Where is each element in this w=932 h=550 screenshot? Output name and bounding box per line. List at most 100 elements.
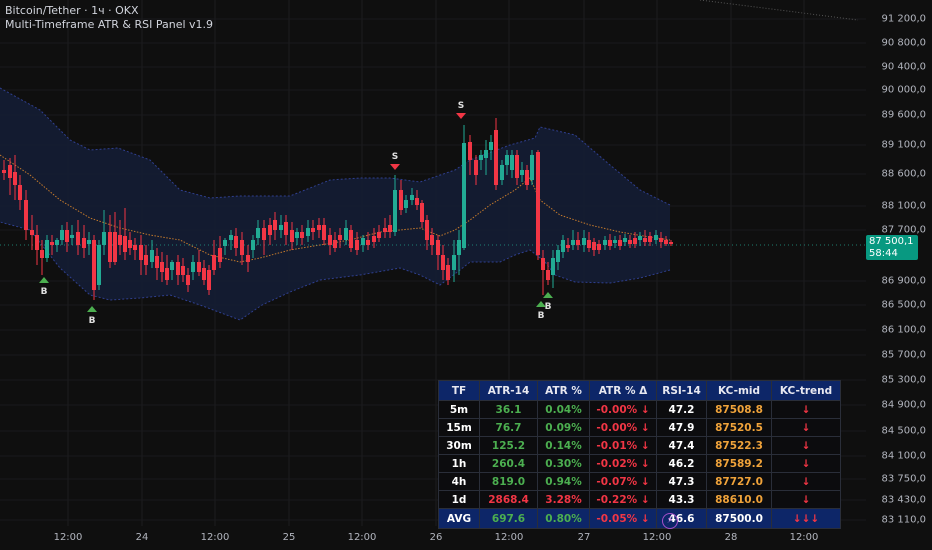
cell-atr-delta: -0.22% ↓ [589, 490, 657, 509]
lightning-icon[interactable]: ⚡ [662, 513, 678, 529]
price-tick: 84 500,0 [881, 425, 926, 437]
svg-text:S: S [458, 101, 464, 111]
cell-tf: 1d [438, 490, 480, 509]
price-tick: 84 100,0 [881, 450, 926, 462]
svg-text:B: B [41, 287, 48, 297]
time-tick: 12:00 [494, 532, 524, 543]
price-tick: 87 700,0 [881, 224, 926, 236]
price-axis[interactable]: 91 200,0 90 800,0 90 400,0 90 000,0 89 600,0… [866, 0, 932, 526]
cell-atr-pct: 0.14% [537, 436, 590, 455]
time-tick: 28 [724, 532, 738, 543]
atr-rsi-panel: TF ATR-14 ATR % ATR % Δ RSI-14 KC-mid KC… [438, 380, 841, 529]
header-rsi: RSI-14 [656, 380, 707, 401]
cell-atr-delta: -0.02% ↓ [589, 454, 657, 473]
price-tick: 89 600,0 [881, 109, 926, 121]
table-row: 1d 2868.4 3.28% -0.22% ↓ 43.3 88610.0 ↓ [438, 490, 841, 509]
cell-atr: 2868.4 [479, 490, 538, 509]
table-row: 1h 260.4 0.30% -0.02% ↓ 46.2 87589.2 ↓ [438, 454, 841, 473]
price-tick: 83 110,0 [881, 514, 926, 526]
cell-atr: 260.4 [479, 454, 538, 473]
cell-atr: 36.1 [479, 400, 538, 419]
cell-atr-pct: 0.04% [537, 400, 590, 419]
time-tick: 12:00 [200, 532, 230, 543]
table-row: 30m 125.2 0.14% -0.01% ↓ 47.4 87522.3 ↓ [438, 436, 841, 455]
price-tick: 89 100,0 [881, 139, 926, 151]
symbol-title[interactable]: Bitcoin/Tether · 1ч · OKX [5, 4, 139, 17]
cell-tf: 5m [438, 400, 480, 419]
table-row: 15m 76.7 0.09% -0.00% ↓ 47.9 87520.5 ↓ [438, 418, 841, 437]
price-tick: 85 300,0 [881, 374, 926, 386]
header-tf: TF [438, 380, 480, 401]
time-tick: 24 [135, 532, 149, 543]
cell-atr: 125.2 [479, 436, 538, 455]
time-tick: 12:00 [642, 532, 672, 543]
cell-tf: 1h [438, 454, 480, 473]
cell-atr-delta: -0.00% ↓ [589, 418, 657, 437]
price-tick: 86 100,0 [881, 324, 926, 336]
cell-tf: 4h [438, 472, 480, 491]
current-price-tag: 87 500,1 58:44 [866, 235, 918, 260]
time-tick: 12:00 [53, 532, 83, 543]
cell-kc-trend: ↓ [771, 454, 841, 473]
panel-header-row: TF ATR-14 ATR % ATR % Δ RSI-14 KC-mid KC… [438, 380, 841, 401]
cell-rsi: 43.3 [656, 490, 707, 509]
price-tick: 90 000,0 [881, 84, 926, 96]
time-tick: 27 [577, 532, 591, 543]
cell-kc-mid: 87520.5 [706, 418, 772, 437]
cell-kc-mid: 87500.0 [706, 508, 772, 529]
header-atr-delta: ATR % Δ [589, 380, 657, 401]
time-tick: 12:00 [347, 532, 377, 543]
cell-kc-mid: 87522.3 [706, 436, 772, 455]
price-tick: 84 900,0 [881, 399, 926, 411]
svg-text:S: S [392, 152, 398, 162]
price-tick: 86 500,0 [881, 299, 926, 311]
time-tick: 26 [429, 532, 443, 543]
cell-kc-trend: ↓↓↓ [771, 508, 841, 529]
cell-kc-trend: ↓ [771, 472, 841, 491]
price-tick: 90 400,0 [881, 61, 926, 73]
indicator-title[interactable]: Multi-Timeframe ATR & RSI Panel v1.9 [5, 18, 214, 31]
cell-atr: 697.6 [479, 508, 538, 529]
cell-kc-trend: ↓ [771, 418, 841, 437]
cell-rsi: 47.9 [656, 418, 707, 437]
svg-text:B: B [545, 302, 552, 312]
cell-atr-pct: 0.80% [537, 508, 590, 529]
cell-rsi: 46.2 [656, 454, 707, 473]
cell-atr-pct: 0.30% [537, 454, 590, 473]
cell-kc-mid: 87508.8 [706, 400, 772, 419]
price-tick: 88 600,0 [881, 168, 926, 180]
cell-atr-pct: 0.09% [537, 418, 590, 437]
cell-atr: 76.7 [479, 418, 538, 437]
svg-text:B: B [89, 316, 96, 326]
bar-countdown: 58:44 [869, 247, 898, 259]
cell-rsi: 47.3 [656, 472, 707, 491]
price-tick: 88 100,0 [881, 200, 926, 212]
cell-atr-delta: -0.01% ↓ [589, 436, 657, 455]
cell-atr-delta: -0.00% ↓ [589, 400, 657, 419]
svg-text:B: B [538, 311, 545, 321]
price-tick: 83 430,0 [881, 494, 926, 506]
avg-row: AVG 697.6 0.80% -0.05% ↓ 46.6 87500.0 ↓↓… [438, 508, 841, 529]
cell-kc-trend: ↓ [771, 436, 841, 455]
time-axis[interactable]: 12:00 24 12:00 25 12:00 26 12:00 27 12:00 28 12:00 [0, 526, 866, 550]
price-tick: 85 700,0 [881, 349, 926, 361]
cell-tf: AVG [438, 508, 480, 529]
current-price: 87 500,1 [869, 236, 914, 247]
cell-tf: 15m [438, 418, 480, 437]
time-tick: 25 [282, 532, 296, 543]
cell-kc-mid: 87589.2 [706, 454, 772, 473]
price-tick: 86 900,0 [881, 275, 926, 287]
chart-legend: Bitcoin/Tether · 1ч · OKX Multi-Timefram… [5, 4, 213, 32]
cell-atr: 819.0 [479, 472, 538, 491]
cell-kc-trend: ↓ [771, 490, 841, 509]
price-tick: 90 800,0 [881, 37, 926, 49]
cell-atr-pct: 3.28% [537, 490, 590, 509]
header-kc-mid: KC-mid [706, 380, 772, 401]
cell-rsi: 47.4 [656, 436, 707, 455]
price-tick: 83 750,0 [881, 473, 926, 485]
cell-kc-trend: ↓ [771, 400, 841, 419]
cell-atr-delta: -0.05% ↓ [589, 508, 657, 529]
cell-atr-delta: -0.07% ↓ [589, 472, 657, 491]
